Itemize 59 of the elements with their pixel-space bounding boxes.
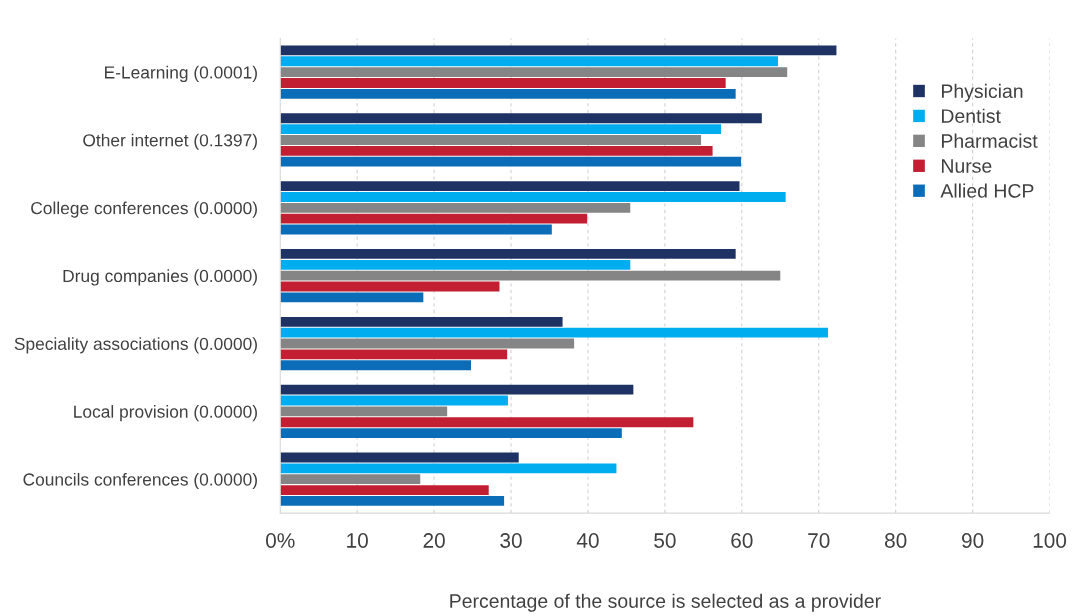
legend-label: Nurse bbox=[942, 159, 992, 173]
y-tick-label: College conferences (0.0000) bbox=[31, 201, 257, 218]
bar bbox=[280, 395, 508, 406]
y-tick-label: Local provision (0.0000) bbox=[74, 405, 257, 422]
legend-label: Pharmacist bbox=[942, 133, 1038, 148]
bar bbox=[280, 281, 500, 292]
y-tick-label: Speciality associations (0.0000) bbox=[14, 337, 257, 354]
bar bbox=[280, 259, 631, 270]
x-tick-label: 30 bbox=[500, 533, 522, 548]
bar bbox=[280, 88, 736, 99]
bar bbox=[280, 224, 552, 235]
bar bbox=[280, 474, 421, 485]
bar bbox=[280, 124, 722, 135]
bar bbox=[280, 316, 563, 327]
bar bbox=[280, 349, 508, 360]
bar bbox=[280, 181, 740, 192]
bar bbox=[280, 292, 424, 303]
bar bbox=[280, 213, 588, 224]
bar bbox=[280, 338, 575, 349]
x-tick-label: 60 bbox=[731, 533, 753, 548]
bar bbox=[280, 192, 786, 202]
bar bbox=[280, 249, 736, 259]
y-tick-label: Councils conferences (0.0000) bbox=[23, 472, 257, 490]
bar bbox=[280, 496, 505, 506]
x-tick-label: 90 bbox=[962, 533, 984, 548]
bar bbox=[280, 45, 837, 56]
legend-label: Dentist bbox=[942, 108, 1001, 123]
bar bbox=[280, 202, 631, 213]
bar bbox=[280, 67, 788, 78]
bar bbox=[280, 156, 742, 167]
bar bbox=[280, 485, 489, 495]
bar bbox=[280, 417, 694, 428]
bar bbox=[280, 56, 778, 67]
bar bbox=[280, 463, 617, 474]
bar bbox=[280, 135, 702, 145]
bar bbox=[280, 113, 762, 124]
y-tick-label: Drug companies (0.0000) bbox=[63, 269, 257, 286]
x-tick-label: 0% bbox=[266, 533, 295, 548]
x-tick-label: 80 bbox=[885, 533, 907, 548]
x-tick-label: 40 bbox=[576, 533, 599, 548]
bar bbox=[280, 145, 713, 156]
x-tick-label: 100 bbox=[1033, 533, 1067, 548]
legend-label: Physician bbox=[942, 83, 1023, 102]
bar bbox=[280, 384, 634, 395]
y-tick-label: Other internet (0.1397) bbox=[83, 133, 257, 150]
x-tick-label: 50 bbox=[654, 533, 676, 548]
bar bbox=[280, 78, 726, 88]
bar bbox=[280, 360, 472, 371]
x-tick-label: 20 bbox=[423, 533, 445, 548]
bar bbox=[280, 327, 828, 338]
x-axis-title: Percentage of the source is selected as a provider bbox=[450, 593, 881, 612]
bar bbox=[280, 406, 448, 417]
bar bbox=[280, 270, 781, 281]
x-tick-label: 10 bbox=[347, 533, 368, 548]
x-tick-label: 70 bbox=[808, 533, 830, 548]
y-tick-label: E-Learning (0.0001) bbox=[105, 65, 257, 83]
legend-label: Allied HCP bbox=[940, 183, 1034, 198]
bar bbox=[280, 428, 622, 438]
bar bbox=[280, 452, 519, 463]
